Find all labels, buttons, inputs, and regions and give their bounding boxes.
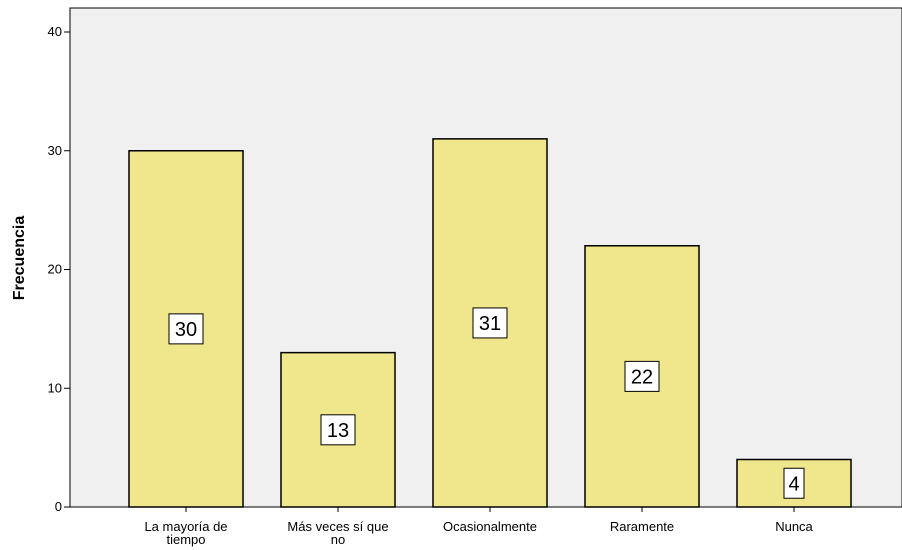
y-tick-label: 0 — [55, 499, 62, 514]
x-category-label: Ocasionalmente — [443, 519, 537, 534]
data-label: 30 — [175, 319, 197, 341]
data-label-box — [168, 313, 204, 345]
data-label-box — [624, 360, 660, 392]
data-label: 4 — [788, 473, 799, 495]
y-tick-label: 20 — [48, 262, 62, 277]
bar — [128, 150, 244, 508]
data-label: 22 — [631, 366, 653, 388]
y-axis-title: Frecuencia — [11, 216, 28, 301]
x-category-label: Más veces sí que — [287, 519, 388, 534]
data-label-box — [472, 307, 508, 339]
data-label-box — [783, 467, 805, 499]
y-tick-label: 40 — [48, 24, 62, 39]
y-tick-label: 10 — [48, 380, 62, 395]
x-category-label: Raramente — [610, 519, 674, 534]
x-category-label: La mayoría de — [144, 519, 227, 534]
data-labels: 30 13 31 22 4 — [168, 307, 805, 499]
x-category-label: no — [331, 532, 345, 547]
bars — [128, 138, 852, 508]
y-tick-label: 30 — [48, 143, 62, 158]
y-axis: 0 10 20 30 40 — [48, 24, 70, 514]
x-category-label: tiempo — [166, 532, 205, 547]
x-category-label: Nunca — [775, 519, 813, 534]
data-label: 31 — [479, 313, 501, 335]
data-label-box — [320, 414, 356, 446]
data-label: 13 — [327, 420, 349, 442]
